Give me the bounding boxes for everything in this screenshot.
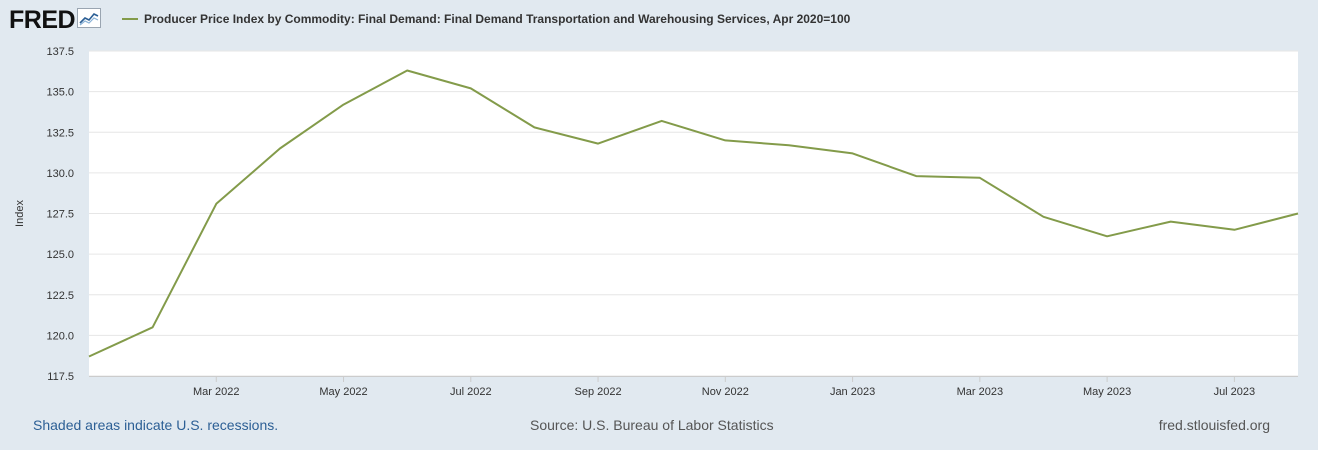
legend-swatch [122,18,138,20]
legend-label: Producer Price Index by Commodity: Final… [144,12,851,26]
y-tick-label: 117.5 [47,371,74,383]
x-tick-label: Jul 2022 [450,386,492,398]
site-link[interactable]: fred.stlouisfed.org [1158,417,1270,433]
y-tick-label: 137.5 [46,46,74,58]
x-tick-label: Nov 2022 [702,386,749,398]
fred-logo[interactable]: FRED [9,6,102,34]
chart-legend: Producer Price Index by Commodity: Final… [122,12,850,26]
y-tick-label: 122.5 [46,290,74,302]
fred-logo-text: FRED [9,6,76,34]
y-tick-label: 127.5 [46,209,74,221]
source-note: Source: U.S. Bureau of Labor Statistics [530,417,774,433]
y-tick-label: 120.0 [46,330,74,342]
y-tick-label: 130.0 [46,168,74,180]
y-tick-label: 125.0 [46,249,74,261]
chart-header: FRED Producer Price Index by Commodity: … [0,0,1318,40]
x-tick-label: Jan 2023 [830,386,875,398]
y-tick-label: 135.0 [46,87,74,99]
x-tick-label: Sep 2022 [574,386,621,398]
x-tick-label: Mar 2023 [957,386,1003,398]
series-line [88,69,1299,358]
x-tick-label: May 2023 [1083,386,1131,398]
x-tick-label: Jul 2023 [1214,386,1256,398]
y-tick-label: 132.5 [46,127,74,139]
line-chart[interactable]: 117.5 120.0 122.5 125.0 127.5 130.0 132.5 135.0… [0,0,1318,410]
y-axis-label: Index [14,200,26,227]
recession-note: Shaded areas indicate U.S. recessions. [33,417,279,433]
chart-line-icon [77,7,102,33]
x-tick-label: May 2022 [319,386,367,398]
x-tick-label: Mar 2022 [193,386,239,398]
